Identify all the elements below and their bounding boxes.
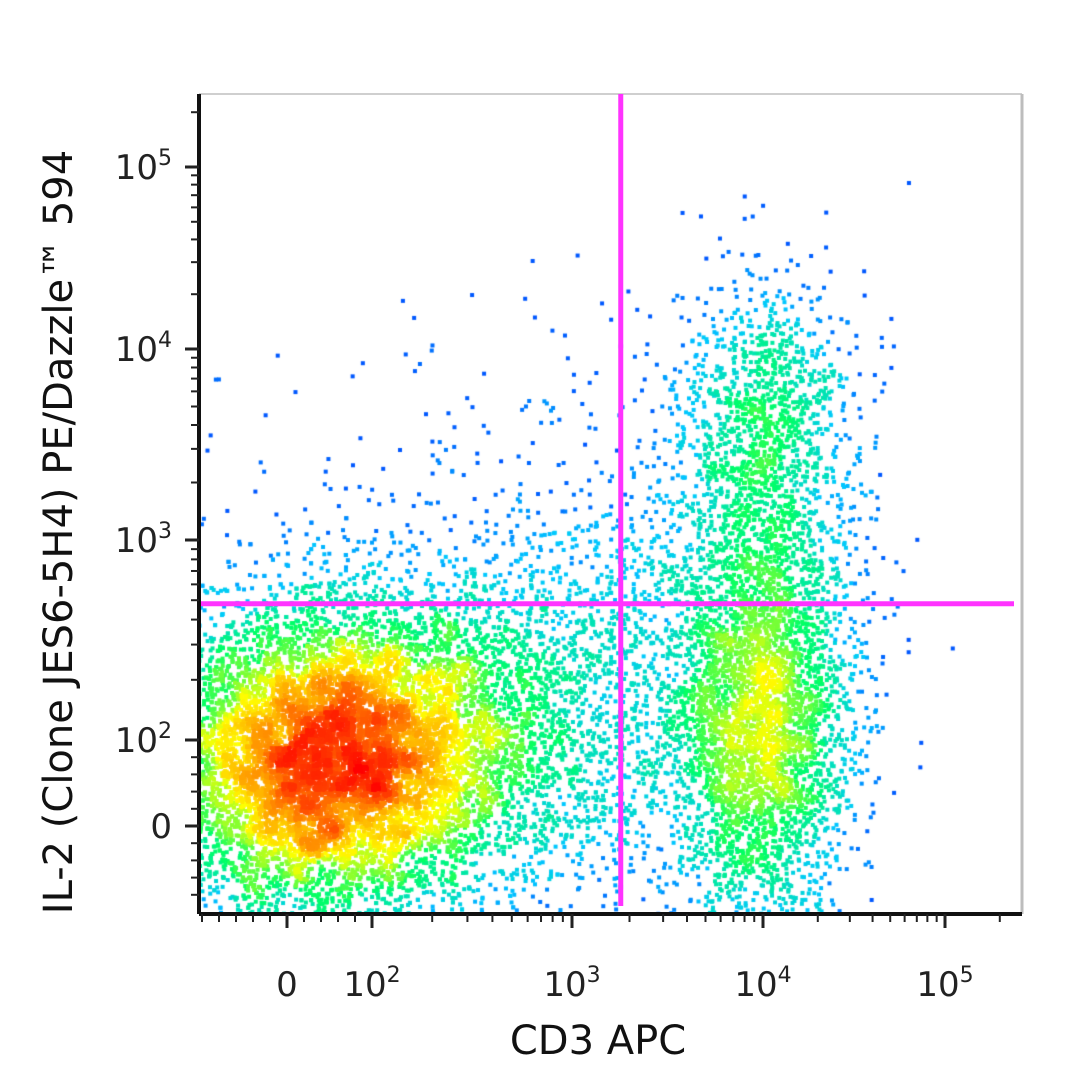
y-axis-title: IL-2 (Clone JES6-5H4) PE/Dazzle™ 594 [36, 150, 82, 914]
x-tick-label: 102 [343, 963, 400, 1005]
y-tick-label: 103 [115, 519, 172, 561]
x-axis-title: CD3 APC [510, 1018, 686, 1064]
y-tick-label: 104 [115, 328, 172, 370]
x-tick-label: 103 [543, 963, 600, 1005]
y-tick-label: 0 [150, 807, 172, 847]
density-dot-plot-area [199, 94, 1022, 914]
y-tick-label: 102 [115, 719, 172, 761]
x-tick-label: 104 [734, 963, 791, 1005]
x-tick-label: 0 [276, 965, 298, 1005]
y-tick-label: 105 [115, 146, 172, 188]
x-tick-label: 105 [916, 963, 973, 1005]
